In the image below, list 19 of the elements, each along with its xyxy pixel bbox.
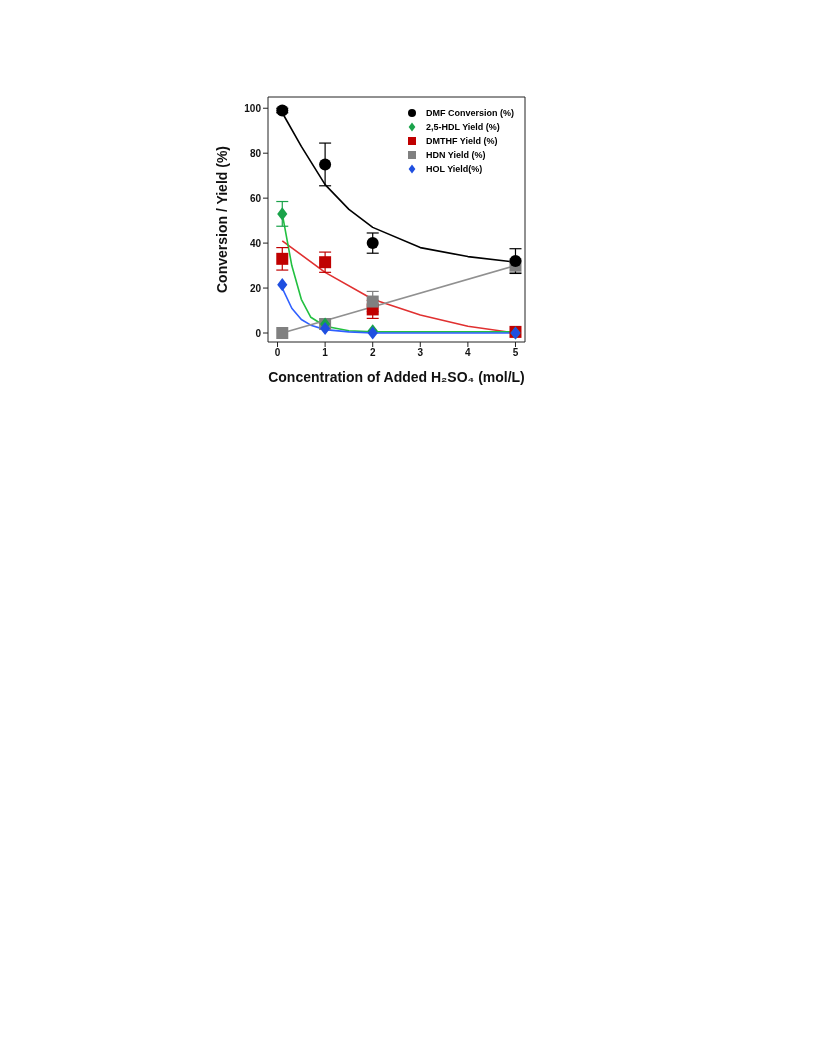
y-tick-label: 80	[249, 147, 262, 159]
x-tick-label: 5	[512, 347, 519, 359]
x-tick-label: 3	[417, 347, 424, 359]
x-axis-title: Concentration of Added H₂SO₄ (mol/L)	[268, 369, 525, 385]
y-tick-label: 100	[244, 102, 262, 114]
y-tick-label: 60	[249, 192, 262, 204]
x-tick-label: 0	[274, 347, 281, 359]
legend-label: HDN Yield (%)	[425, 149, 486, 162]
y-axis-title: Conversion / Yield (%)	[213, 145, 230, 294]
y-tick-label: 0	[255, 327, 262, 339]
x-tick-label: 2	[369, 347, 376, 359]
x-tick-label: 4	[465, 347, 472, 359]
legend-label: DMTHF Yield (%)	[425, 135, 498, 148]
legend-label: DMF Conversion (%)	[425, 107, 514, 120]
x-tick-label: 1	[322, 347, 329, 359]
y-tick-label: 20	[249, 282, 262, 294]
legend-label: 2,5-HDL Yield (%)	[425, 121, 500, 134]
legend-label: HOL Yield(%)	[425, 163, 483, 176]
y-tick-label: 40	[249, 237, 262, 249]
